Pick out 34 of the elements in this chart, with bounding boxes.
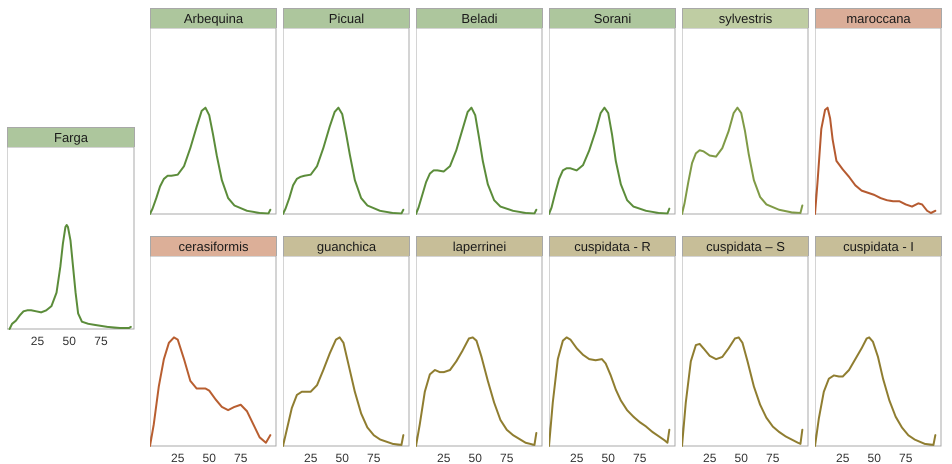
x-tick-label: 75 [94,334,108,348]
x-tick-label: 25 [703,451,717,464]
x-tick-label: 50 [468,451,482,464]
chart-title: Arbequina [150,8,277,28]
x-tick-label: 25 [437,451,451,464]
chart-title: maroccana [815,8,942,28]
x-tick-label: 75 [899,451,913,464]
x-tick-label: 50 [868,451,882,464]
x-tick-label: 75 [766,451,780,464]
x-tick-label: 75 [633,451,647,464]
chart-title: laperrinei [416,236,543,256]
x-tick-label: 50 [336,451,350,464]
x-tick-label: 50 [62,334,76,348]
chart-title: guanchica [283,236,410,256]
chart-title: Picual [283,8,410,28]
chart-title: Sorani [549,8,676,28]
x-tick-label: 25 [30,334,44,348]
chart-title: sylvestris [682,8,809,28]
x-tick-label: 75 [500,451,514,464]
chart-title: Farga [7,127,135,147]
x-tick-label: 25 [304,451,318,464]
x-tick-label: 25 [570,451,584,464]
x-tick-label: 25 [171,451,185,464]
chart-title: cuspidata – S [682,236,809,256]
x-tick-label: 50 [602,451,616,464]
x-tick-label: 75 [367,451,381,464]
x-tick-label: 50 [734,451,748,464]
chart-title: cuspidata - I [815,236,942,256]
x-tick-label: 25 [836,451,850,464]
chart-title: cuspidata - R [549,236,676,256]
x-tick-label: 50 [202,451,216,464]
x-tick-label: 75 [234,451,248,464]
chart-title: cerasiformis [150,236,277,256]
chart-title: Beladi [416,8,543,28]
